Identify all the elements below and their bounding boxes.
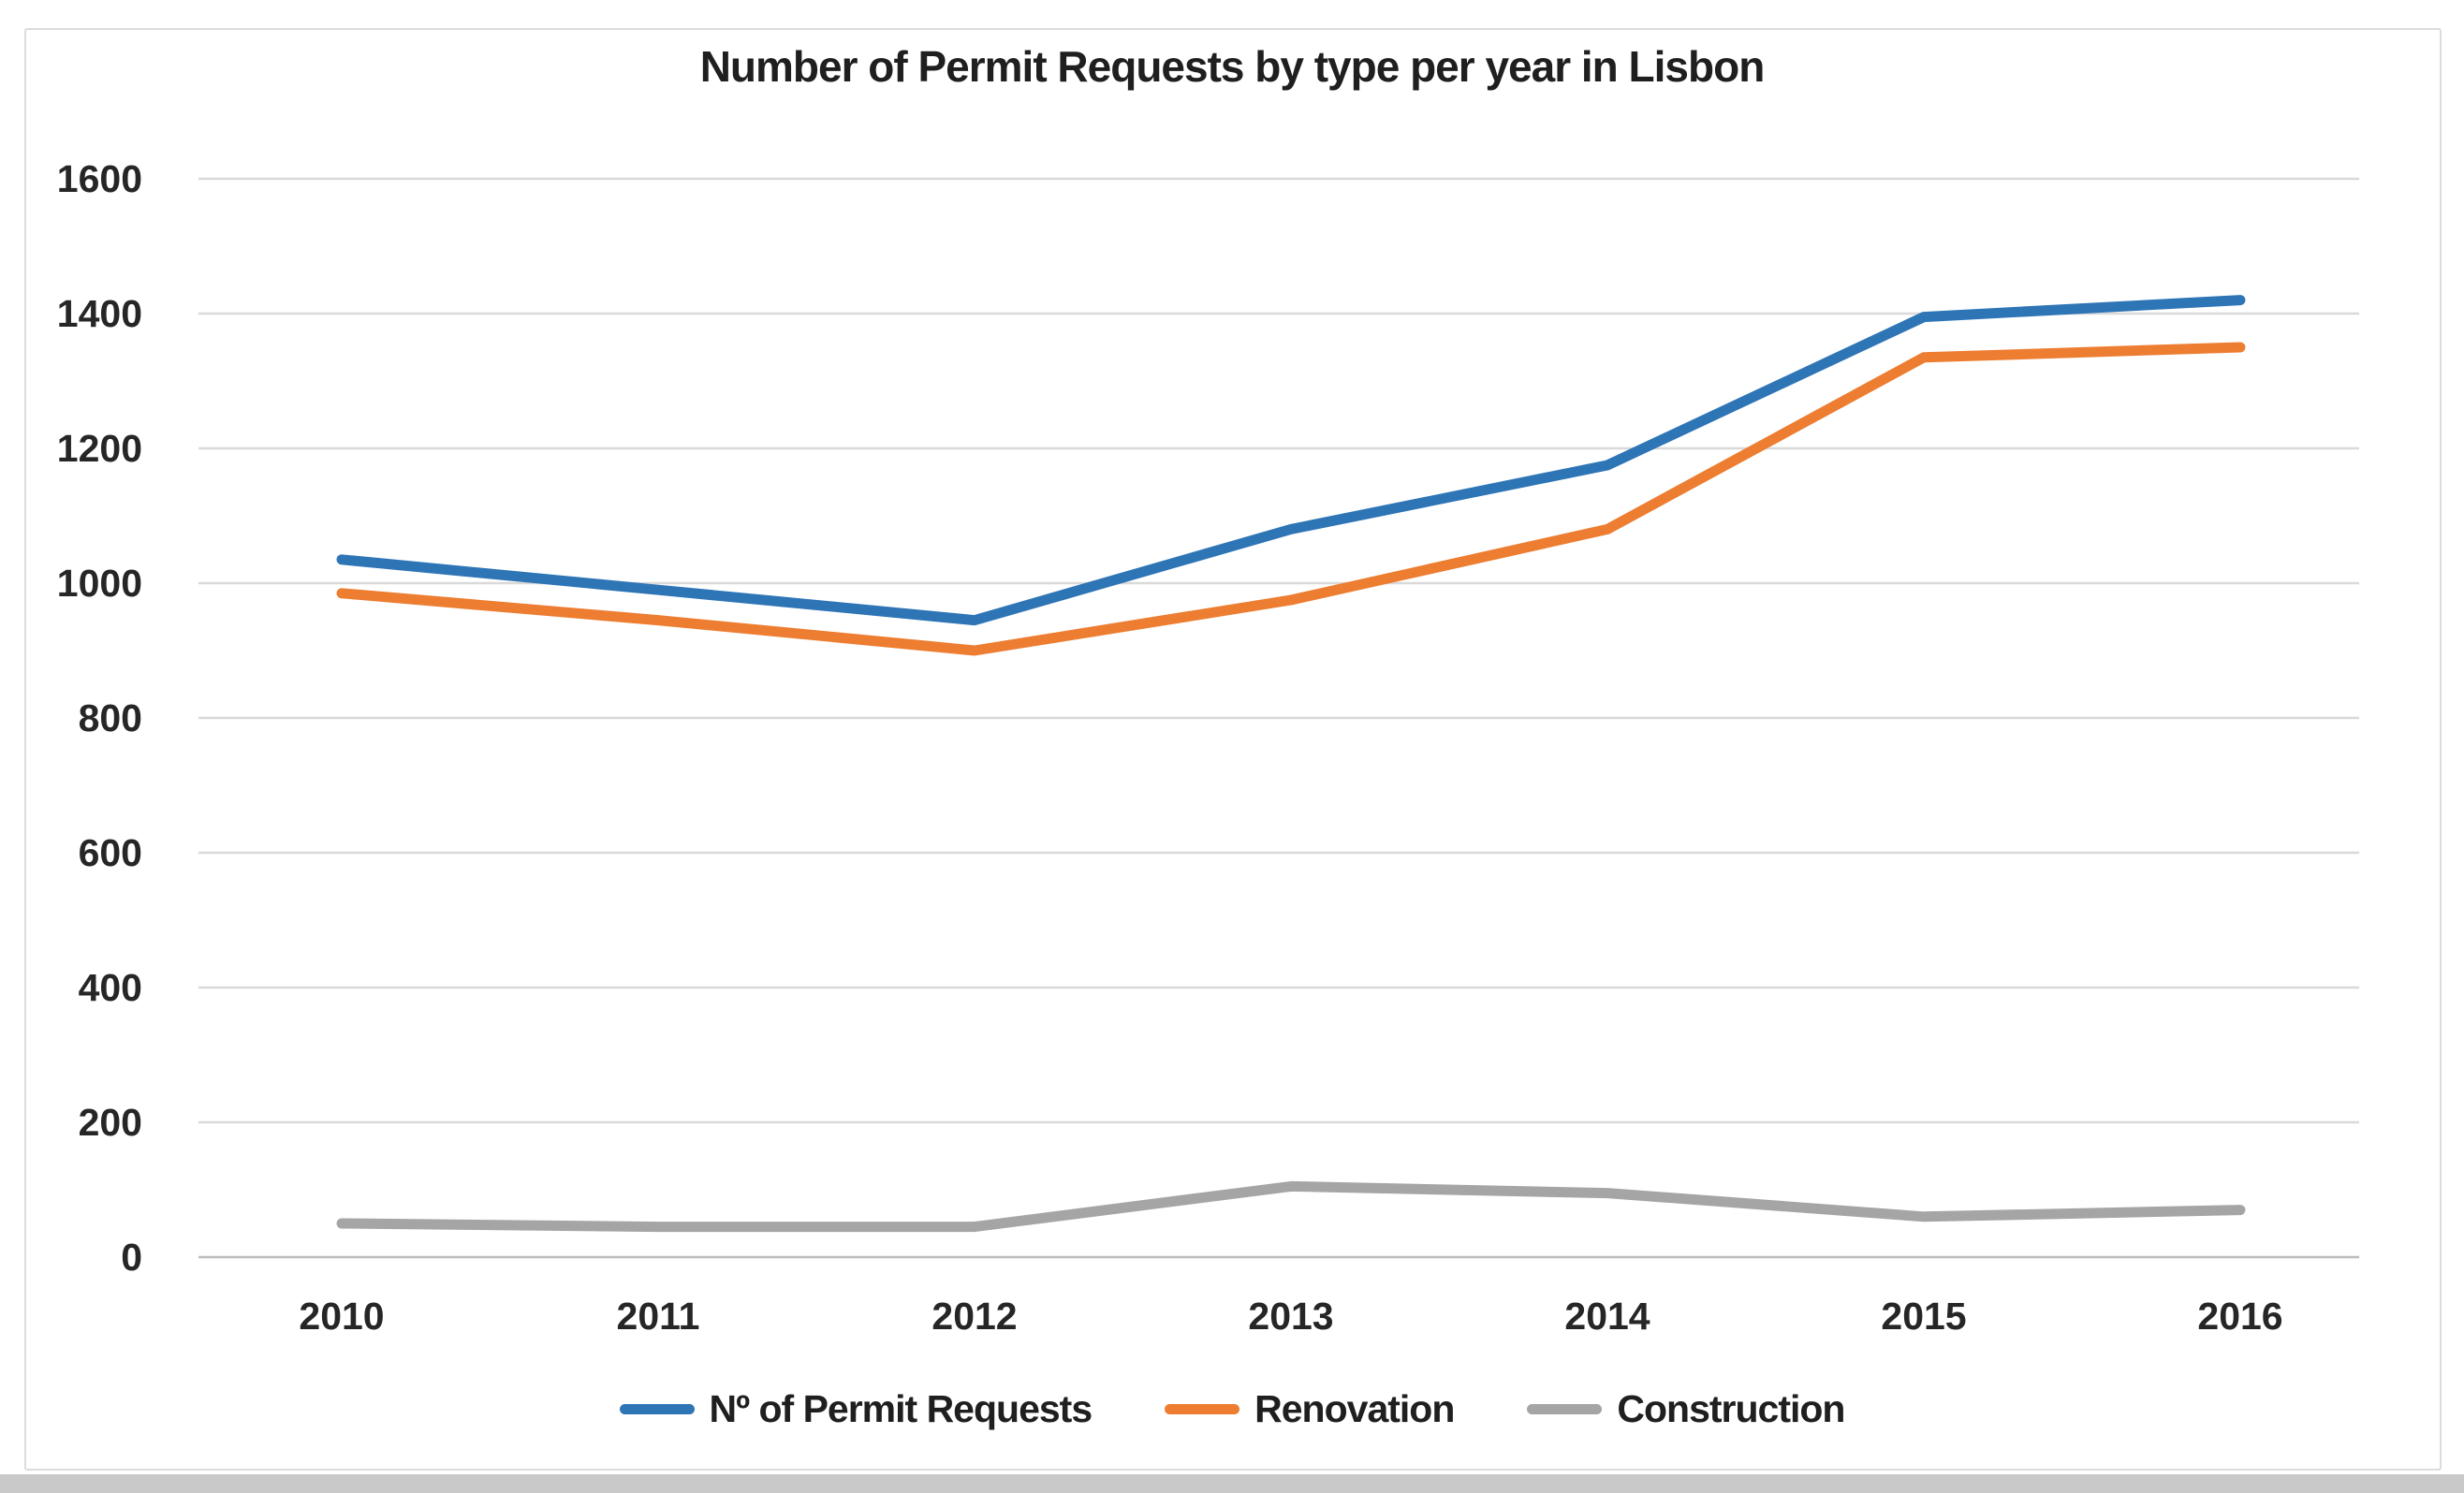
y-tick-label: 600 [79,831,142,874]
y-tick-label: 1200 [57,427,142,470]
x-tick-label: 2016 [2197,1295,2282,1338]
x-tick-label: 2012 [931,1295,1017,1338]
x-tick-label: 2011 [617,1295,700,1338]
window-bottom-edge [0,1474,2464,1493]
y-tick-label: 1600 [57,157,142,200]
y-tick-label: 400 [79,966,142,1009]
chart-legend: Nº of Permit Requests Renovation Constru… [0,1387,2464,1431]
x-tick-label: 2015 [1881,1295,1966,1338]
y-tick-label: 800 [79,696,142,739]
series-line-1 [336,342,2246,656]
legend-item-construction: Construction [1527,1387,1845,1431]
x-tick-label: 2013 [1248,1295,1333,1338]
gridlines [198,177,2359,1259]
legend-line-gray-icon [1527,1404,1603,1414]
y-tick-label: 1400 [57,292,142,335]
x-axis-tick-labels: 2010 2011 2012 2013 2014 2015 2016 [299,1295,2282,1338]
y-tick-label: 0 [121,1236,142,1279]
legend-label: Construction [1617,1387,1845,1430]
x-tick-label: 2010 [299,1295,384,1338]
x-tick-label: 2014 [1564,1295,1650,1338]
legend-line-orange-icon [1165,1404,1240,1414]
legend-label: Nº of Permit Requests [709,1387,1093,1430]
y-axis-tick-labels: 0 200 400 600 800 1000 1200 1400 1600 [57,157,142,1279]
legend-item-renovation: Renovation [1165,1387,1455,1431]
series-line-0 [336,295,2246,626]
series-line-2 [336,1180,2246,1233]
y-tick-label: 200 [79,1101,142,1144]
y-tick-label: 1000 [57,562,142,605]
legend-label: Renovation [1254,1387,1455,1430]
legend-line-blue-icon [619,1404,695,1414]
chart-title: Number of Permit Requests by type per ye… [699,42,1766,91]
legend-item-permit-requests: Nº of Permit Requests [619,1387,1093,1431]
